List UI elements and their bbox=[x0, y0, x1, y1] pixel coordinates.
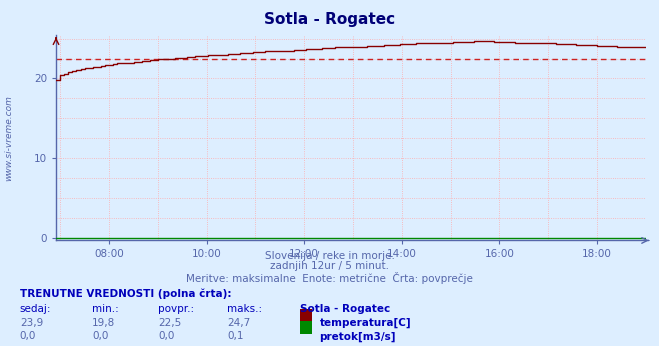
Text: 0,0: 0,0 bbox=[92, 331, 109, 342]
Text: 19,8: 19,8 bbox=[92, 318, 115, 328]
Text: sedaj:: sedaj: bbox=[20, 304, 51, 315]
Text: 0,0: 0,0 bbox=[158, 331, 175, 342]
Text: TRENUTNE VREDNOSTI (polna črta):: TRENUTNE VREDNOSTI (polna črta): bbox=[20, 289, 231, 299]
Text: 0,1: 0,1 bbox=[227, 331, 244, 342]
Text: Sotla - Rogatec: Sotla - Rogatec bbox=[264, 12, 395, 27]
Text: min.:: min.: bbox=[92, 304, 119, 315]
Text: 22,5: 22,5 bbox=[158, 318, 181, 328]
Text: povpr.:: povpr.: bbox=[158, 304, 194, 315]
Text: 0,0: 0,0 bbox=[20, 331, 36, 342]
Text: Sotla - Rogatec: Sotla - Rogatec bbox=[300, 304, 390, 315]
Text: 24,7: 24,7 bbox=[227, 318, 250, 328]
Text: zadnjih 12ur / 5 minut.: zadnjih 12ur / 5 minut. bbox=[270, 261, 389, 271]
Text: temperatura[C]: temperatura[C] bbox=[320, 318, 411, 328]
Text: maks.:: maks.: bbox=[227, 304, 262, 315]
Text: pretok[m3/s]: pretok[m3/s] bbox=[320, 331, 396, 342]
Text: Meritve: maksimalne  Enote: metrične  Črta: povprečje: Meritve: maksimalne Enote: metrične Črta… bbox=[186, 272, 473, 284]
Text: www.si-vreme.com: www.si-vreme.com bbox=[4, 95, 13, 181]
Text: Slovenija / reke in morje.: Slovenija / reke in morje. bbox=[264, 251, 395, 261]
Text: 23,9: 23,9 bbox=[20, 318, 43, 328]
